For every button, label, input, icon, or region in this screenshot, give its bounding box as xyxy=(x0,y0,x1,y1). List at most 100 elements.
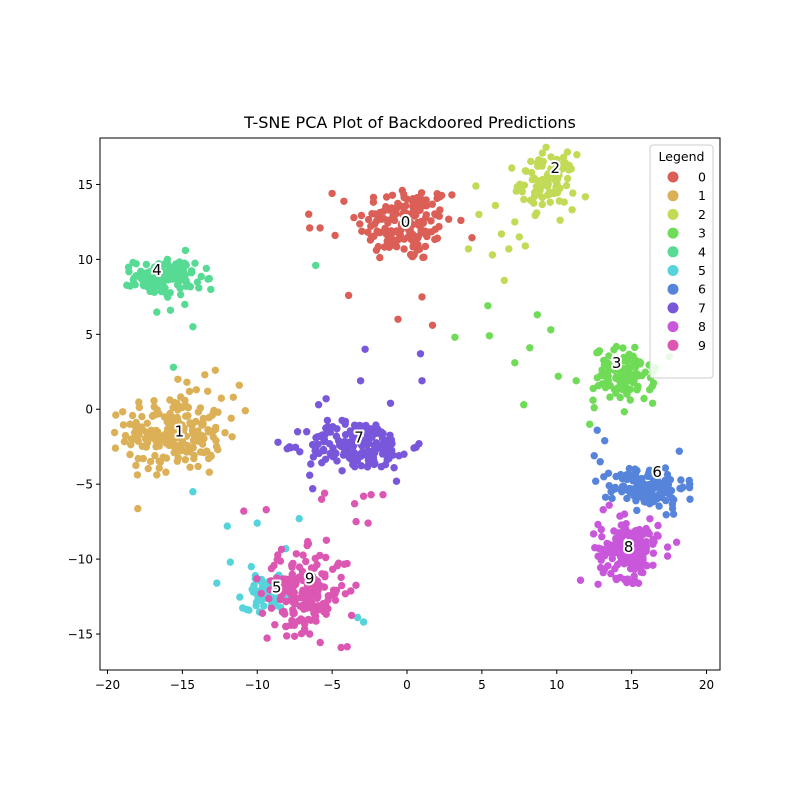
point-class-0 xyxy=(418,293,426,301)
point-class-8 xyxy=(626,552,635,560)
point-class-0 xyxy=(427,217,435,225)
point-class-9 xyxy=(343,559,351,568)
point-class-7 xyxy=(390,464,398,472)
point-class-7 xyxy=(379,429,387,438)
point-class-1 xyxy=(149,411,157,419)
point-class-2 xyxy=(553,181,561,189)
point-class-0 xyxy=(408,233,416,241)
legend-item-2: 2 xyxy=(667,207,706,222)
point-class-3 xyxy=(649,379,658,387)
legend-box xyxy=(649,144,714,379)
point-class-6 xyxy=(631,465,639,473)
point-class-5 xyxy=(226,558,234,566)
point-class-9 xyxy=(337,573,345,582)
point-class-9 xyxy=(359,492,368,500)
point-class-0 xyxy=(417,189,426,197)
point-class-1 xyxy=(132,461,140,470)
point-class-7 xyxy=(285,443,294,451)
legend-item-4: 4 xyxy=(667,244,706,259)
point-class-7 xyxy=(309,453,318,461)
point-class-4 xyxy=(197,272,205,281)
point-class-0 xyxy=(356,220,364,228)
point-class-7 xyxy=(274,438,282,446)
point-class-4 xyxy=(186,283,195,291)
point-class-1 xyxy=(138,412,146,421)
point-class-6 xyxy=(623,494,631,503)
point-class-3 xyxy=(612,389,620,397)
point-class-9 xyxy=(350,500,359,508)
point-class-7 xyxy=(291,443,300,451)
point-class-9 xyxy=(322,610,330,618)
point-class-6 xyxy=(604,469,613,477)
point-class-9 xyxy=(289,606,297,614)
point-class-0 xyxy=(400,190,408,199)
point-class-9 xyxy=(271,583,279,591)
point-class-8 xyxy=(636,536,644,544)
legend-item-9: 9 xyxy=(667,338,706,353)
point-class-2 xyxy=(568,206,576,214)
cluster-label-text: 4 xyxy=(152,261,162,279)
series-0-points xyxy=(305,186,476,329)
point-class-6 xyxy=(686,480,694,488)
point-class-0 xyxy=(413,193,421,202)
point-class-0 xyxy=(344,291,353,300)
point-class-9 xyxy=(352,581,360,589)
point-class-2 xyxy=(557,163,566,172)
point-class-3 xyxy=(616,381,624,389)
point-class-8 xyxy=(611,549,620,557)
point-class-2 xyxy=(521,242,529,250)
cluster-label-9: 99 xyxy=(303,568,317,590)
point-class-1 xyxy=(166,409,174,418)
point-class-1 xyxy=(172,425,180,433)
point-class-2 xyxy=(556,216,564,224)
point-class-9 xyxy=(304,537,312,546)
point-class-0 xyxy=(328,189,336,198)
point-class-9 xyxy=(338,581,346,590)
point-class-3 xyxy=(485,332,494,340)
point-class-2 xyxy=(475,210,483,219)
point-class-0 xyxy=(374,242,382,251)
point-class-3 xyxy=(614,361,623,369)
point-class-1 xyxy=(208,428,216,436)
point-class-4 xyxy=(193,278,202,286)
point-class-6 xyxy=(590,452,598,460)
point-class-9 xyxy=(311,612,320,621)
point-class-3 xyxy=(586,420,594,428)
point-class-0 xyxy=(422,196,430,204)
point-class-1 xyxy=(205,468,213,476)
point-class-9 xyxy=(280,580,289,589)
point-class-0 xyxy=(417,217,425,226)
point-class-8 xyxy=(634,579,643,587)
point-class-0 xyxy=(357,211,366,220)
point-class-3 xyxy=(620,408,628,416)
cluster-label-text: 8 xyxy=(624,538,634,556)
point-class-3 xyxy=(633,385,641,394)
point-class-7 xyxy=(323,416,332,425)
point-class-0 xyxy=(420,253,428,261)
point-class-5 xyxy=(260,602,268,610)
point-class-7 xyxy=(309,485,317,493)
legend-item-7: 7 xyxy=(667,300,706,315)
point-class-1 xyxy=(164,438,172,446)
legend-item-6: 6 xyxy=(667,282,706,297)
point-class-2 xyxy=(530,188,539,197)
point-class-9 xyxy=(301,572,309,580)
point-class-6 xyxy=(605,482,613,490)
point-class-1 xyxy=(135,403,143,412)
point-class-7 xyxy=(351,463,359,471)
point-class-3 xyxy=(626,396,634,404)
point-class-2 xyxy=(531,211,539,220)
point-class-1 xyxy=(198,440,207,448)
point-class-2 xyxy=(530,199,538,207)
point-class-6 xyxy=(625,464,633,473)
point-class-1 xyxy=(155,410,163,418)
point-class-1 xyxy=(229,393,237,401)
cluster-label-7: 77 xyxy=(352,427,366,449)
point-class-2 xyxy=(573,151,581,159)
point-class-8 xyxy=(634,546,642,554)
point-class-5 xyxy=(236,593,244,601)
point-class-2 xyxy=(512,187,520,195)
point-class-4 xyxy=(189,323,197,331)
point-class-0 xyxy=(404,210,412,218)
point-class-3 xyxy=(612,342,621,351)
